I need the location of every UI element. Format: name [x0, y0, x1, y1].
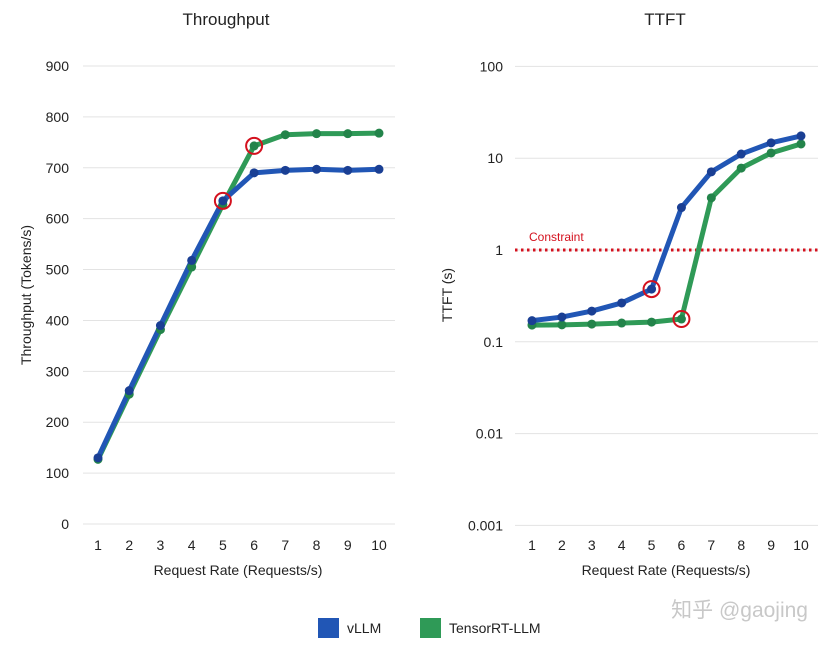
data-point-vLLM [796, 131, 806, 141]
data-point-vLLM [93, 453, 103, 463]
y-tick-label: 1 [495, 242, 503, 258]
y-tick-label: 900 [46, 58, 70, 74]
legend-swatch-tensorrt [420, 618, 441, 638]
x-tick-label: 7 [707, 537, 715, 553]
data-point-TensorRT-LLM [617, 318, 627, 328]
data-point-TensorRT-LLM [736, 163, 746, 173]
data-point-TensorRT-LLM [766, 148, 776, 158]
data-point-vLLM [766, 138, 776, 148]
series-line-TensorRT-LLM [95, 130, 380, 461]
data-point-vLLM [343, 165, 353, 175]
right-plot: 0.001 0.01 0.1 1 10 100 1 2 3 4 5 6 7 8 9 10 Constraint [468, 58, 818, 553]
x-tick-label: 9 [767, 537, 775, 553]
data-point-vLLM [676, 203, 686, 213]
legend-label-vllm: vLLM [347, 620, 381, 636]
data-point-vLLM [647, 284, 657, 294]
y-tick-label: 700 [46, 160, 70, 176]
right-y-axis-label: TTFT (s) [439, 268, 455, 322]
left-plot: 0 100 200 300 400 500 600 700 800 900 1 2 3 4 5 6 7 8 9 10 [46, 58, 395, 553]
x-tick-label: 6 [678, 537, 686, 553]
data-point-TensorRT-LLM [557, 320, 567, 330]
left-chart-title: Throughput [183, 10, 270, 29]
data-point-vLLM [374, 164, 384, 174]
x-tick-label: 8 [313, 537, 321, 553]
data-point-TensorRT-LLM [676, 314, 686, 324]
x-tick-label: 3 [157, 537, 165, 553]
data-point-TensorRT-LLM [280, 130, 290, 140]
data-point-TensorRT-LLM [587, 319, 597, 329]
x-tick-label: 5 [648, 537, 656, 553]
y-tick-label: 100 [480, 58, 504, 74]
legend-label-tensorrt: TensorRT-LLM [449, 620, 541, 636]
x-tick-label: 1 [528, 537, 536, 553]
x-tick-label: 7 [281, 537, 289, 553]
x-tick-label: 4 [188, 537, 196, 553]
data-point-vLLM [249, 168, 259, 178]
data-point-vLLM [557, 312, 567, 322]
data-point-vLLM [155, 321, 165, 331]
y-tick-label: 0.001 [468, 517, 503, 533]
y-tick-label: 0.01 [476, 426, 503, 442]
data-point-TensorRT-LLM [796, 139, 806, 149]
highlight-circle [642, 280, 661, 299]
x-tick-label: 8 [737, 537, 745, 553]
left-y-axis-label: Throughput (Tokens/s) [18, 225, 34, 365]
y-tick-label: 400 [46, 312, 70, 328]
x-tick-label: 5 [219, 537, 227, 553]
data-point-vLLM [312, 164, 322, 174]
highlight-circle [213, 191, 232, 210]
series-line-TensorRT-LLM [531, 141, 802, 328]
data-point-TensorRT-LLM [187, 262, 197, 272]
highlight-circle [672, 310, 691, 329]
data-point-vLLM [736, 149, 746, 159]
y-tick-label: 800 [46, 109, 70, 125]
y-tick-label: 10 [487, 150, 503, 166]
right-chart-title: TTFT [644, 10, 686, 29]
data-point-vLLM [218, 196, 228, 206]
x-tick-label: 1 [94, 537, 102, 553]
data-point-vLLM [527, 316, 537, 326]
y-tick-label: 0.1 [484, 334, 504, 350]
x-tick-label: 4 [618, 537, 626, 553]
y-tick-label: 300 [46, 363, 70, 379]
data-point-vLLM [124, 386, 134, 396]
data-point-TensorRT-LLM [249, 141, 259, 151]
y-tick-label: 100 [46, 465, 70, 481]
data-point-vLLM [187, 255, 197, 265]
data-point-vLLM [706, 167, 716, 177]
y-tick-label: 500 [46, 262, 70, 278]
x-tick-label: 6 [250, 537, 258, 553]
x-tick-label: 10 [371, 537, 387, 553]
data-point-TensorRT-LLM [374, 128, 384, 138]
highlight-circle [245, 136, 264, 155]
data-point-TensorRT-LLM [312, 129, 322, 139]
y-tick-label: 200 [46, 414, 70, 430]
constraint-label: Constraint [529, 230, 584, 244]
data-point-TensorRT-LLM [706, 193, 716, 203]
x-tick-label: 3 [588, 537, 596, 553]
data-point-TensorRT-LLM [343, 129, 353, 139]
y-tick-label: 600 [46, 211, 70, 227]
watermark: 知乎 @gaojing [671, 599, 808, 622]
right-x-axis-label: Request Rate (Requests/s) [582, 562, 751, 578]
data-point-vLLM [280, 165, 290, 175]
x-tick-label: 2 [558, 537, 566, 553]
x-tick-label: 9 [344, 537, 352, 553]
series-line-vLLM [95, 166, 380, 459]
data-point-TensorRT-LLM [647, 317, 657, 327]
legend-swatch-vllm [318, 618, 339, 638]
left-x-axis-label: Request Rate (Requests/s) [154, 562, 323, 578]
series-line-vLLM [531, 133, 802, 324]
data-point-vLLM [617, 298, 627, 308]
x-tick-label: 2 [125, 537, 133, 553]
x-tick-label: 10 [793, 537, 809, 553]
y-tick-label: 0 [61, 516, 69, 532]
data-point-vLLM [587, 306, 597, 316]
